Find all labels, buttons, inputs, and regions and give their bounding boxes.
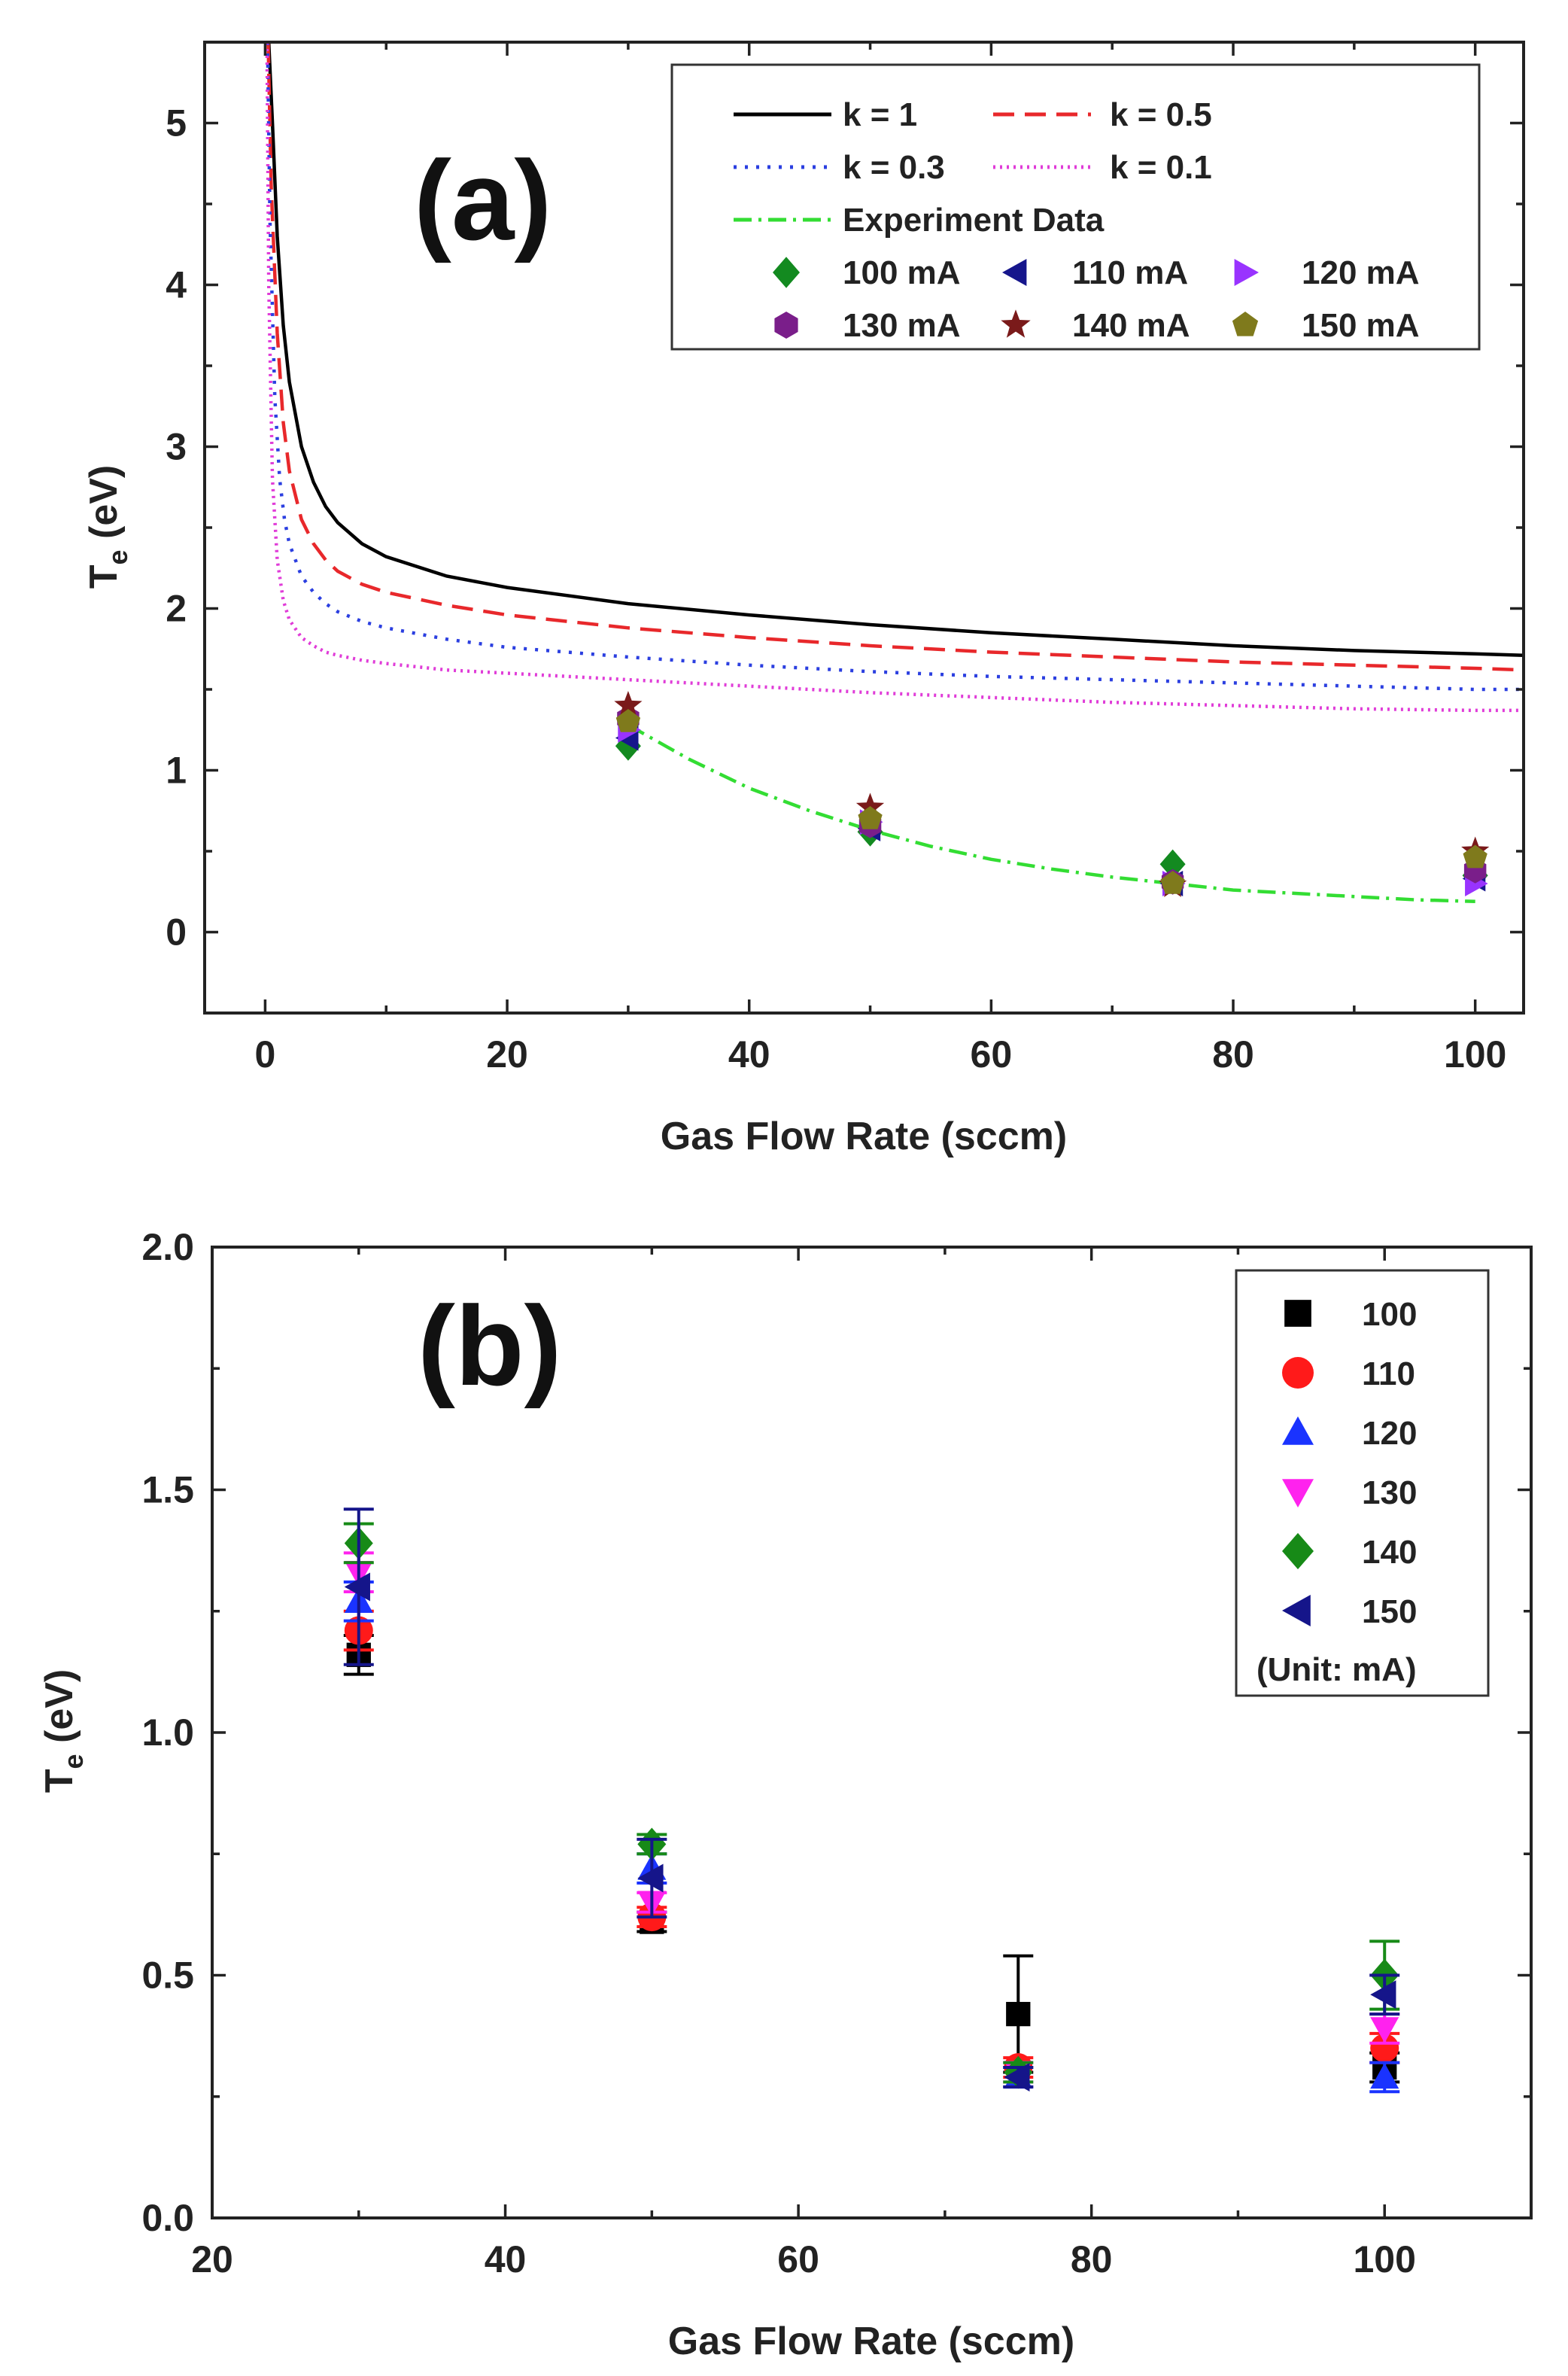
- b-point-100: [1006, 2001, 1031, 2027]
- b-legend-label-140: 140: [1362, 1534, 1417, 1571]
- a-y-tick-label: 4: [166, 264, 187, 306]
- panel-b: 20 40 60 80 100 0.0 0.5 1.0 1.5 2.0 (b) Gas Flow …: [38, 1226, 1533, 2363]
- a-legend-marker-110-ma: [1002, 259, 1027, 286]
- a-point-140-ma: [614, 691, 643, 718]
- b-y-axis-main: T: [38, 1769, 81, 1793]
- a-point-100-ma: [615, 731, 641, 761]
- b-legend-label-110: 110: [1362, 1355, 1415, 1392]
- b-point-150: [344, 1572, 370, 1602]
- a-point-150-ma: [1463, 844, 1487, 869]
- b-y-tick-label: 1.0: [141, 1711, 194, 1754]
- b-y-tick-label: 0.5: [141, 1955, 194, 1997]
- b-x-tick-label: 20: [191, 2238, 233, 2280]
- a-ticks: 0 20 40 60 80 100 0 1 2 3 4 5: [166, 42, 1524, 1075]
- b-legend-markers: [1282, 1300, 1314, 1626]
- a-legend-label-k01: k = 0.1: [1110, 149, 1212, 186]
- b-legend-label-100: 100: [1362, 1296, 1417, 1333]
- a-y-tick-label: 2: [166, 588, 187, 630]
- a-legend-marker-100-ma: [773, 257, 800, 288]
- a-x-axis-title: Gas Flow Rate (sccm): [661, 1115, 1067, 1158]
- b-point-150: [1370, 1980, 1396, 2009]
- a-legend-label-120ma: 120 mA: [1302, 254, 1420, 291]
- b-point-130: [1370, 2017, 1399, 2043]
- b-legend-label-130: 130: [1362, 1474, 1417, 1511]
- a-fit-curve: [627, 723, 1475, 903]
- a-y-axis-title: Te (eV): [82, 465, 133, 589]
- a-x-tick-label: 60: [971, 1033, 1013, 1075]
- b-legend-marker-150: [1282, 1595, 1311, 1626]
- a-data-points: [614, 691, 1490, 897]
- b-y-tick-label: 0.0: [141, 2197, 194, 2239]
- a-legend-label-k1: k = 1: [843, 96, 917, 133]
- b-y-axis-title: Te (eV): [38, 1669, 89, 1793]
- a-legend-label-110ma: 110 mA: [1072, 254, 1188, 291]
- a-point-150-ma: [858, 806, 883, 829]
- b-data-points: [343, 1507, 1400, 2094]
- a-legend-label-k05: k = 0.5: [1110, 96, 1212, 133]
- a-legend-label-experiment: Experiment Data: [843, 202, 1105, 239]
- a-y-tick-label: 5: [166, 102, 187, 145]
- b-legend-marker-130: [1282, 1479, 1314, 1507]
- b-legend: 100 110 120 130 140 150 (Unit: mA): [1235, 1269, 1490, 1697]
- a-legend: k = 1 k = 0.5 k = 0.3 k = 0.1 Experiment…: [670, 63, 1481, 351]
- a-curve-k-0-3: [266, 41, 1524, 692]
- b-panel-label: (b): [418, 1282, 562, 1409]
- a-point-150-ma: [1160, 871, 1185, 894]
- b-legend-marker-140: [1282, 1532, 1314, 1570]
- a-model-curves: [265, 41, 1524, 713]
- b-y-tick-label: 1.5: [141, 1469, 194, 1511]
- a-point-100-ma: [1159, 849, 1186, 879]
- b-legend-box: [1235, 1269, 1490, 1697]
- a-curve-experiment-data: [627, 723, 1475, 903]
- b-x-tick-label: 60: [777, 2238, 819, 2280]
- b-legend-marker-110: [1282, 1357, 1314, 1389]
- b-point-110: [1370, 2034, 1399, 2063]
- a-legend-marker-120-ma: [1234, 259, 1259, 286]
- b-x-axis-title: Gas Flow Rate (sccm): [668, 2320, 1074, 2363]
- a-legend-marker-140-ma: [1001, 309, 1031, 338]
- b-x-tick-label: 100: [1354, 2238, 1416, 2280]
- b-x-tick-label: 80: [1071, 2238, 1113, 2280]
- a-legend-label-140ma: 140 mA: [1072, 307, 1190, 344]
- a-x-tick-label: 0: [255, 1033, 276, 1075]
- b-y-axis-sub: e: [58, 1754, 89, 1769]
- b-y-tick-label: 2.0: [141, 1226, 194, 1268]
- a-curve-k-0-1: [265, 41, 1524, 713]
- a-x-tick-label: 20: [486, 1033, 528, 1075]
- a-y-tick-label: 0: [166, 911, 187, 954]
- a-x-tick-label: 100: [1444, 1033, 1506, 1075]
- b-legend-label-120: 120: [1362, 1415, 1417, 1452]
- a-y-axis-rest: (eV): [82, 465, 126, 550]
- b-ticks: 20 40 60 80 100 0.0 0.5 1.0 1.5 2.0: [141, 1226, 1531, 2280]
- b-legend-marker-120: [1282, 1416, 1314, 1445]
- b-legend-unit: (Unit: mA): [1257, 1651, 1417, 1688]
- a-legend-marker-130-ma: [774, 312, 798, 339]
- a-legend-box: [670, 63, 1481, 351]
- a-curve-k-1: [266, 41, 1524, 658]
- b-legend-label-150: 150: [1362, 1593, 1417, 1630]
- a-legend-label-k03: k = 0.3: [843, 149, 945, 186]
- a-point-150-ma: [615, 709, 641, 732]
- panel-a: 0 20 40 60 80 100 0 1 2 3 4 5 (a) Gas Flow Rate (sc…: [82, 41, 1525, 1158]
- a-y-tick-label: 1: [166, 750, 187, 792]
- a-x-tick-label: 40: [728, 1033, 770, 1075]
- a-legend-markers: [773, 257, 1259, 339]
- b-point-150: [1004, 2062, 1030, 2092]
- a-panel-label: (a): [414, 137, 552, 263]
- a-legend-label-130ma: 130 mA: [843, 307, 961, 344]
- a-legend-label-100ma: 100 mA: [843, 254, 961, 291]
- b-x-tick-label: 40: [485, 2238, 527, 2280]
- a-x-tick-label: 80: [1212, 1033, 1254, 1075]
- b-point-150: [637, 1863, 664, 1893]
- a-legend-marker-150-ma: [1232, 312, 1259, 336]
- a-y-axis-sub: e: [102, 549, 133, 564]
- a-y-tick-label: 3: [166, 426, 187, 468]
- b-y-axis-rest: (eV): [38, 1669, 81, 1754]
- a-legend-label-150ma: 150 mA: [1302, 307, 1420, 344]
- a-y-axis-main: T: [82, 564, 126, 589]
- b-point-120: [1370, 2062, 1399, 2089]
- b-legend-marker-100: [1284, 1300, 1311, 1327]
